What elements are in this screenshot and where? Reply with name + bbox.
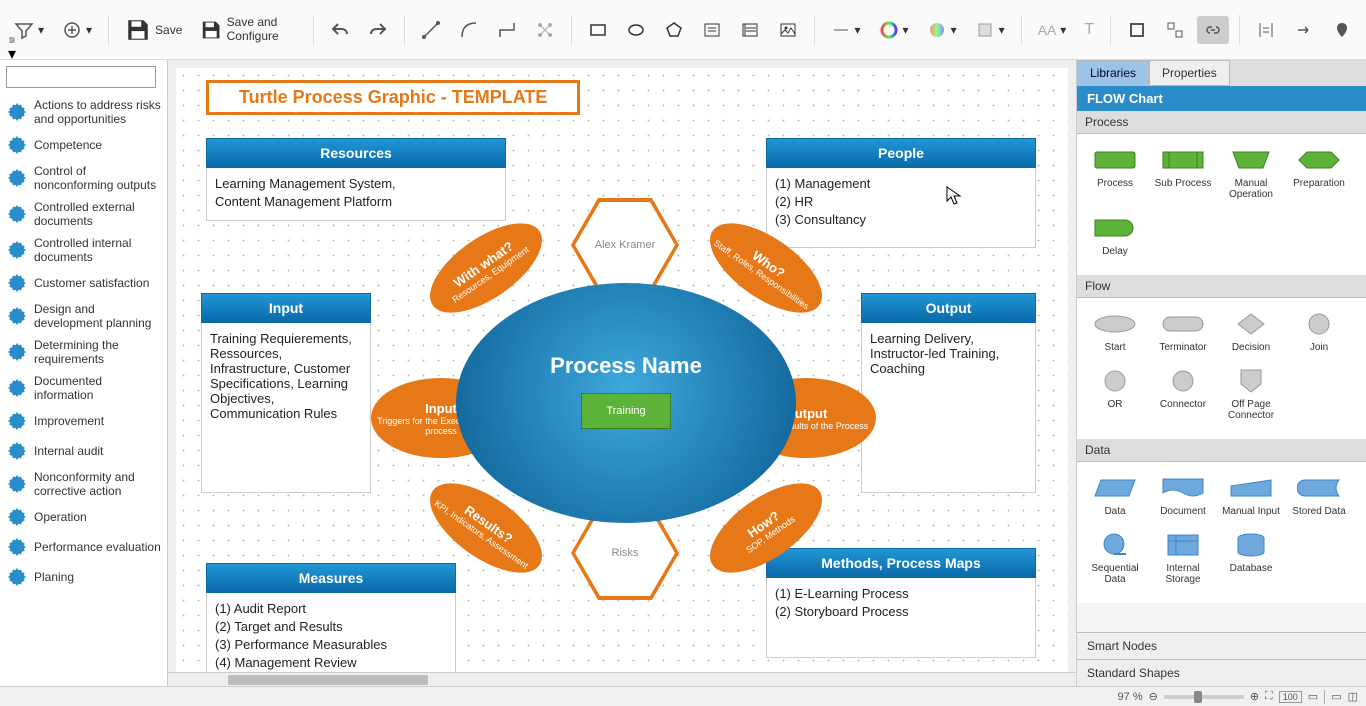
shape-note[interactable] — [734, 16, 766, 44]
process-list[interactable]: Actions to address risks and opportuniti… — [0, 94, 167, 686]
sidebar-item[interactable]: Customer satisfaction — [0, 268, 167, 298]
shape-rect[interactable] — [582, 16, 614, 44]
shape-sub-process[interactable]: Sub Process — [1149, 142, 1217, 210]
shape-process[interactable]: Process — [1081, 142, 1149, 210]
box-people[interactable]: People (1) Management(2) HR(3) Consultan… — [766, 138, 1036, 248]
shape-manual-operation[interactable]: Manual Operation — [1217, 142, 1285, 210]
zoom-100[interactable]: 100 — [1279, 691, 1302, 703]
center-oval[interactable]: Process Name Training — [456, 283, 796, 523]
canvas-area[interactable]: Turtle Process Graphic - TEMPLATE Resour… — [168, 60, 1076, 686]
font-size[interactable]: AA▾ — [1032, 18, 1073, 42]
text-tool[interactable]: T — [1078, 17, 1100, 43]
zoom-sel[interactable]: ▭ — [1308, 690, 1318, 703]
save-configure-label: Save and Configure — [227, 16, 297, 42]
shape-image[interactable] — [772, 16, 804, 44]
view-single[interactable]: ▭ — [1331, 690, 1341, 703]
shape-preparation[interactable]: Preparation — [1285, 142, 1353, 210]
connector-net[interactable] — [529, 16, 561, 44]
layout-split[interactable] — [1159, 16, 1191, 44]
center-sub[interactable]: Training — [581, 393, 671, 429]
connector-ortho[interactable] — [491, 16, 523, 44]
canvas-title[interactable]: Turtle Process Graphic - TEMPLATE — [206, 80, 580, 115]
sidebar-item[interactable]: Competence — [0, 130, 167, 160]
section-standard-shapes[interactable]: Standard Shapes — [1077, 659, 1366, 686]
shape-internal-storage[interactable]: Internal Storage — [1149, 527, 1217, 595]
section-smart-nodes[interactable]: Smart Nodes — [1077, 632, 1366, 659]
shape-manual-input[interactable]: Manual Input — [1217, 470, 1285, 527]
sidebar-item[interactable]: Nonconformity and corrective action — [0, 466, 167, 502]
tab-libraries[interactable]: Libraries — [1077, 60, 1149, 86]
shape-textbox[interactable] — [696, 16, 728, 44]
shape-sequential-data[interactable]: Sequential Data — [1081, 527, 1149, 595]
shape-stored-data[interactable]: Stored Data — [1285, 470, 1353, 527]
sidebar-item[interactable]: Planing — [0, 562, 167, 592]
left-sidebar: Actions to address risks and opportuniti… — [0, 60, 168, 686]
sidebar-search[interactable] — [6, 66, 156, 88]
shape-document[interactable]: Document — [1149, 470, 1217, 527]
status-bar: 97 % ⊖ ⊕ ⛶ 100 ▭ ▭ ◫ — [0, 686, 1366, 706]
shape-data[interactable]: Data — [1081, 470, 1149, 527]
arrow-tool[interactable] — [1288, 16, 1320, 44]
box-measures[interactable]: Measures (1) Audit Report(2) Target and … — [206, 563, 456, 682]
shape-database[interactable]: Database — [1217, 527, 1285, 595]
sidebar-item[interactable]: Controlled internal documents — [0, 232, 167, 268]
shape-connector[interactable]: Connector — [1149, 363, 1217, 431]
sidebar-item[interactable]: Operation — [0, 502, 167, 532]
shape-join[interactable]: Join — [1285, 306, 1353, 363]
layout-single[interactable] — [1121, 16, 1153, 44]
box-resources[interactable]: Resources Learning Management System,Con… — [206, 138, 506, 221]
add-dropdown[interactable]: ▾ — [56, 16, 98, 44]
pin-tool[interactable] — [1326, 16, 1358, 44]
section-flow[interactable]: Flow — [1077, 275, 1366, 298]
panel-title: FLOW Chart — [1077, 86, 1366, 111]
sidebar-item[interactable]: Performance evaluation — [0, 532, 167, 562]
zoom-out[interactable]: ⊖ — [1149, 690, 1158, 703]
line-style[interactable]: ▾ — [825, 16, 867, 44]
connector-curve[interactable] — [453, 16, 485, 44]
section-data[interactable]: Data — [1077, 439, 1366, 462]
cursor-icon — [946, 186, 962, 206]
h-scrollbar[interactable] — [168, 672, 1076, 686]
box-methods[interactable]: Methods, Process Maps (1) E-Learning Pro… — [766, 548, 1036, 658]
zoom-slider[interactable] — [1164, 695, 1244, 699]
sidebar-item[interactable]: Actions to address risks and opportuniti… — [0, 94, 167, 130]
shape-or[interactable]: OR — [1081, 363, 1149, 431]
shape-decision[interactable]: Decision — [1217, 306, 1285, 363]
shape-off-page-connector[interactable]: Off Page Connector — [1217, 363, 1285, 431]
distribute[interactable] — [1250, 16, 1282, 44]
zoom-value: 97 % — [1118, 691, 1143, 703]
section-process[interactable]: Process — [1077, 111, 1366, 134]
sidebar-item[interactable]: Controlled external documents — [0, 196, 167, 232]
fill-color[interactable]: ▾ — [921, 16, 963, 44]
box-input[interactable]: Input Training Requierements, Ressources… — [201, 293, 371, 493]
panel-tabs: Libraries Properties — [1077, 60, 1366, 86]
redo-button[interactable] — [362, 16, 394, 44]
shape-ellipse[interactable] — [620, 16, 652, 44]
save-button[interactable]: Save — [119, 13, 188, 47]
save-configure-button[interactable]: Save and Configure — [194, 12, 302, 46]
shape-delay[interactable]: Delay — [1081, 210, 1149, 267]
save-label: Save — [155, 23, 182, 37]
tab-properties[interactable]: Properties — [1149, 60, 1230, 86]
sidebar-item[interactable]: Internal audit — [0, 436, 167, 466]
line-color[interactable]: ▾ — [873, 16, 915, 44]
sidebar-item[interactable]: Control of nonconforming outputs — [0, 160, 167, 196]
zoom-fit[interactable]: ⛶ — [1265, 690, 1273, 703]
sidebar-item[interactable]: Design and development planning — [0, 298, 167, 334]
box-output[interactable]: Output Learning Delivery, Instructor-led… — [861, 293, 1036, 493]
shape-terminator[interactable]: Terminator — [1149, 306, 1217, 363]
undo-button[interactable] — [324, 16, 356, 44]
zoom-in[interactable]: ⊕ — [1250, 690, 1259, 703]
shape-polygon[interactable] — [658, 16, 690, 44]
top-toolbar: ▾ ▾ Save Save and Configure ▾ ▾ ▾ ▾ AA▾ … — [0, 0, 1366, 60]
connector-straight[interactable] — [415, 16, 447, 44]
link-tool[interactable] — [1197, 16, 1229, 44]
right-panel: Libraries Properties FLOW Chart Process … — [1076, 60, 1366, 686]
sidebar-item[interactable]: Documented information — [0, 370, 167, 406]
shape-fill[interactable]: ▾ — [969, 16, 1011, 44]
shape-start[interactable]: Start — [1081, 306, 1149, 363]
sidebar-item[interactable]: Determining the requirements — [0, 334, 167, 370]
view-split[interactable]: ◫ — [1348, 690, 1358, 703]
sidebar-item[interactable]: Improvement — [0, 406, 167, 436]
